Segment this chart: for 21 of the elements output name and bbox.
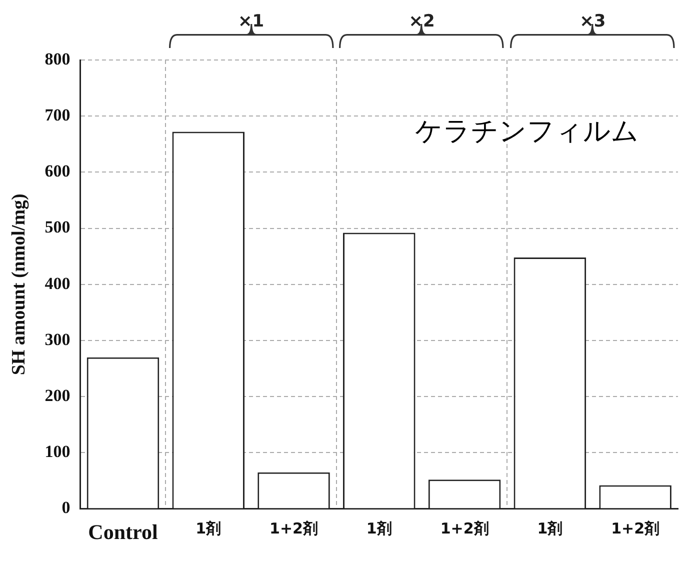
x-tick-label: Control xyxy=(88,520,158,544)
x-tick-label: 1+2剤 xyxy=(440,520,489,538)
x-tick-label: 1+2剤 xyxy=(611,520,660,538)
annotation: ケラチンフィルム xyxy=(415,116,640,148)
y-tick-label: 800 xyxy=(44,49,70,68)
text: ×2 xyxy=(408,11,435,32)
y-tick-label: 100 xyxy=(44,442,70,462)
y-axis-title: SH amount (nmol/mg) xyxy=(8,194,30,376)
y-tick-label: 300 xyxy=(44,330,70,349)
y-tick-label: 600 xyxy=(44,162,70,181)
y-tick-label: 700 xyxy=(44,105,70,124)
x-tick-label: 1剤 xyxy=(537,520,563,538)
x-tick-label: 1剤 xyxy=(196,520,222,538)
y-tick-label: 0 xyxy=(62,498,70,518)
x-tick-label: 1+2剤 xyxy=(270,520,318,538)
text: ×3 xyxy=(580,11,606,32)
y-tick-label: 200 xyxy=(44,386,70,405)
y-tick-label: 400 xyxy=(44,274,70,293)
y-tick-label: 500 xyxy=(44,218,70,237)
x-tick-label: 1剤 xyxy=(366,520,392,538)
text: ×1 xyxy=(238,11,264,32)
